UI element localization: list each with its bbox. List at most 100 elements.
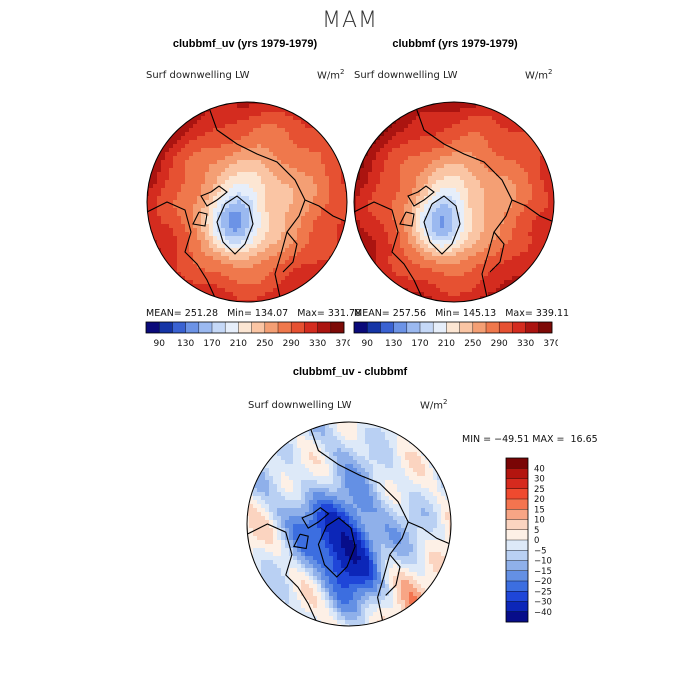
units-right: W/m2	[525, 68, 553, 82]
colorbar-swatch	[538, 322, 553, 333]
colorbar-tick-label: 130	[177, 339, 194, 349]
colorbar-swatch	[159, 322, 173, 333]
subtitle-right: Surf downwelling LW	[354, 70, 458, 81]
colorbar-tick-label: 330	[517, 339, 534, 349]
colorbar-tick-label: 370	[543, 339, 558, 349]
colorbar-tick-label: −40	[534, 608, 552, 618]
colorbar-swatch	[278, 322, 292, 333]
colorbar-tick-label: 330	[309, 339, 326, 349]
colorbar-swatch	[172, 322, 186, 333]
colorbar-swatch	[367, 322, 381, 333]
figure-title: MAM	[321, 8, 378, 33]
field-shading	[147, 102, 347, 302]
colorbar-swatch	[291, 322, 305, 333]
colorbar-swatch	[506, 560, 528, 572]
colorbar-tick-label: 5	[534, 526, 539, 536]
colorbar-swatch	[512, 322, 526, 333]
coastline	[354, 102, 554, 302]
colorbar-tick-label: 90	[361, 339, 373, 349]
colorbar-swatch	[146, 322, 160, 333]
colorbar-swatch	[506, 488, 528, 500]
colorbar-swatch	[506, 601, 528, 613]
stats-left: MEAN= 251.28 Min= 134.07 Max= 331.78	[146, 308, 362, 319]
units-left: W/m2	[317, 68, 345, 82]
colorbar-swatch	[330, 322, 345, 333]
colorbar-tick-label: 370	[335, 339, 350, 349]
colorbar-swatch	[251, 322, 266, 333]
colorbar-tick-label: −15	[534, 567, 552, 577]
colorbar-right: 90 130 170 210 250 290 330 370	[353, 321, 558, 349]
colorbar-swatch	[506, 478, 528, 490]
colorbar-swatch	[506, 611, 528, 623]
colorbar-swatch	[506, 468, 528, 479]
colorbar-tick-label: 40	[534, 464, 545, 474]
colorbar-swatch	[499, 322, 513, 333]
colorbar-swatch	[506, 499, 528, 510]
colorbar-swatch	[446, 322, 460, 333]
field-shading	[247, 422, 451, 626]
panel-title-left: clubbmf_uv (yrs 1979-1979)	[172, 38, 318, 50]
colorbar-swatch	[506, 529, 528, 541]
colorbar-tick-label: 250	[464, 339, 481, 349]
map-boundary	[246, 421, 452, 627]
colorbar-swatch	[185, 322, 200, 333]
colorbar-swatch	[506, 509, 528, 520]
colorbar-swatch	[525, 322, 540, 333]
colorbar-tick-label: −5	[534, 546, 547, 556]
colorbar-swatch	[506, 540, 528, 551]
colorbar-tick-label: 20	[534, 495, 545, 505]
colorbar-swatch	[506, 458, 528, 469]
colorbar-tick-label: 170	[203, 339, 220, 349]
panel-title-diff: clubbmf_uv - clubbmf	[292, 366, 408, 378]
colorbar-swatch	[506, 550, 528, 561]
colorbar-swatch	[459, 322, 474, 333]
colorbar-tick-label: 290	[491, 339, 508, 349]
colorbar-tick-label: 10	[534, 516, 545, 526]
coastline	[147, 102, 347, 302]
colorbar-swatch	[393, 322, 408, 333]
colorbar-swatch	[433, 322, 447, 333]
colorbar-tick-label: −25	[534, 587, 552, 597]
polar-map-left	[146, 101, 348, 303]
colorbar-swatch	[506, 581, 528, 592]
colorbar-tick-label: 250	[256, 339, 273, 349]
colorbar-tick-label: 90	[153, 339, 165, 349]
polar-map-right	[353, 101, 555, 303]
units-diff: W/m2	[420, 398, 448, 412]
stats-diff: MIN = −49.51 MAX = 16.65	[462, 434, 598, 445]
colorbar-tick-label: 25	[534, 485, 545, 495]
colorbar-swatch	[354, 322, 368, 333]
colorbar-tick-label: −20	[534, 577, 552, 587]
subtitle-left: Surf downwelling LW	[146, 70, 250, 81]
colorbar-swatch	[472, 322, 487, 333]
colorbar-swatch	[486, 322, 500, 333]
colorbar-swatch	[506, 570, 528, 582]
map-boundary	[146, 101, 348, 303]
colorbar-frame	[145, 321, 345, 334]
colorbar-tick-label: 0	[534, 536, 539, 546]
colorbar-swatch	[420, 322, 434, 333]
colorbar-swatch	[264, 322, 279, 333]
colorbar-swatch	[304, 322, 318, 333]
colorbar-swatch	[225, 322, 239, 333]
panel-title-right: clubbmf (yrs 1979-1979)	[392, 38, 518, 50]
field-shading	[354, 102, 554, 302]
colorbar-swatch	[406, 322, 421, 333]
colorbar-tick-label: 30	[534, 475, 545, 485]
colorbar-swatch	[238, 322, 252, 333]
colorbar-swatch	[198, 322, 213, 333]
colorbar-tick-label: 170	[411, 339, 428, 349]
stats-right: MEAN= 257.56 Min= 145.13 Max= 339.11	[354, 308, 570, 319]
polar-map-diff	[246, 421, 452, 627]
map-boundary	[353, 101, 555, 303]
coastline	[247, 422, 451, 626]
subtitle-diff: Surf downwelling LW	[248, 400, 352, 411]
colorbar-left: 90 130 170 210 250 290 330 370	[145, 321, 350, 349]
colorbar-swatch	[212, 322, 226, 333]
colorbar-swatch	[506, 591, 528, 602]
colorbar-tick-label: −10	[534, 557, 552, 567]
colorbar-tick-label: 290	[283, 339, 300, 349]
colorbar-tick-label: 15	[534, 505, 545, 515]
colorbar-frame	[353, 321, 553, 334]
colorbar-tick-label: −30	[534, 598, 552, 608]
